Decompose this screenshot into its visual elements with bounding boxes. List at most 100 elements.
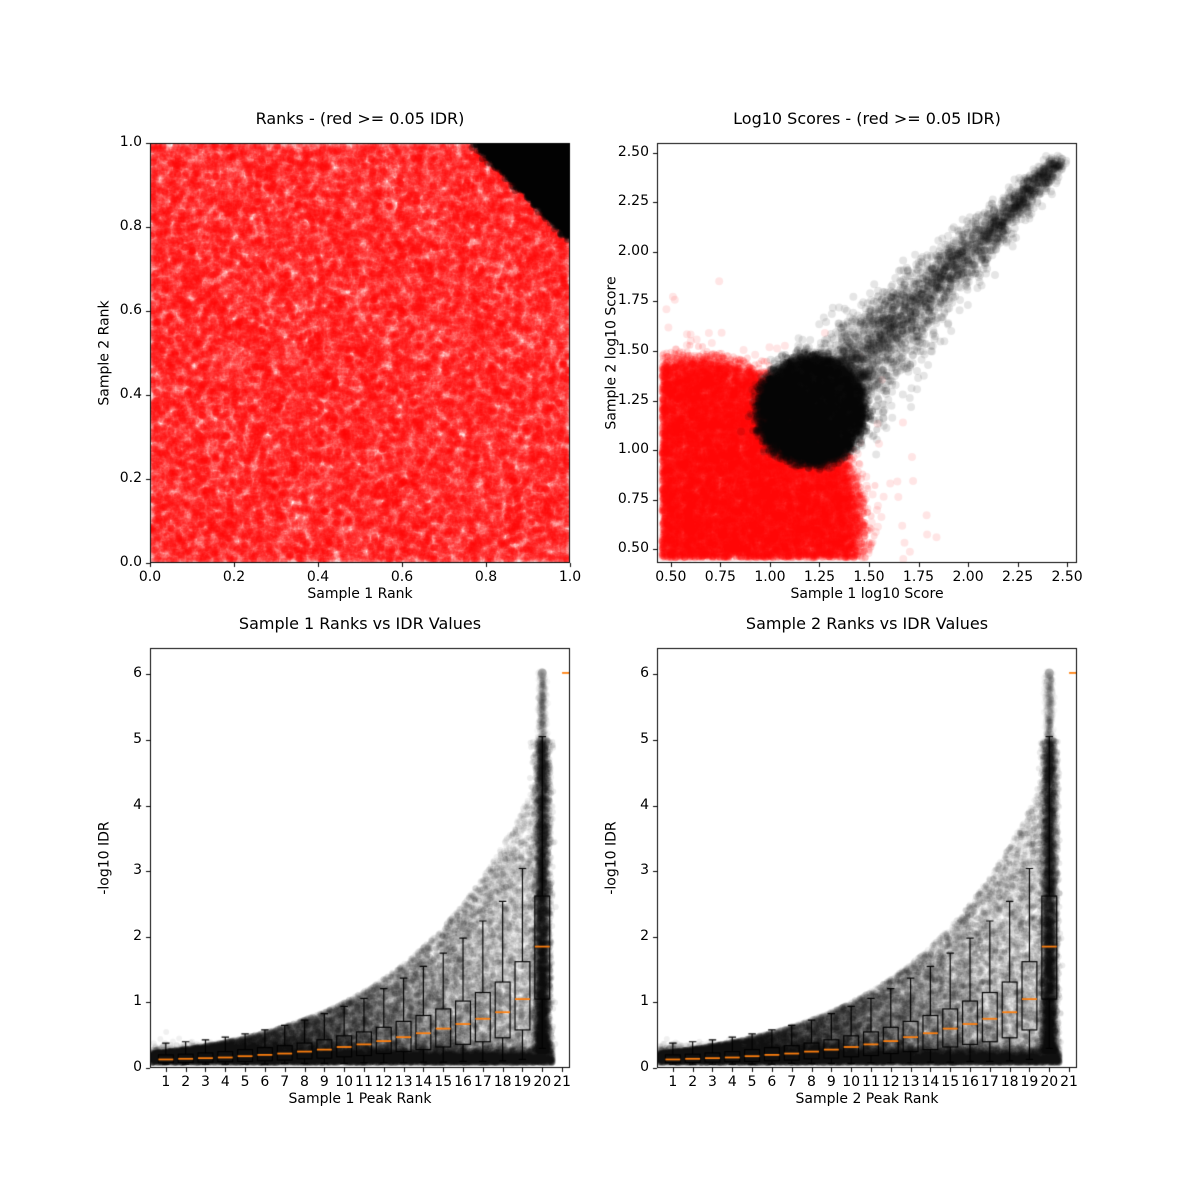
x-tick-label: 13: [394, 1074, 413, 1090]
x-tick-label: 2.25: [1001, 569, 1034, 585]
y-tick-label: 3: [133, 862, 142, 879]
x-tick-label: 12: [881, 1074, 900, 1090]
y-tick-label: 1.25: [617, 391, 649, 408]
x-tick-label: 21: [553, 1074, 571, 1090]
x-tick-label: 16: [961, 1074, 979, 1090]
x-tick-label: 0.4: [306, 569, 330, 585]
x-tick-label: 8: [300, 1074, 309, 1090]
y-tick-label: 0.75: [617, 490, 649, 507]
y-tick-label: 5: [133, 730, 142, 747]
x-tick-label: 0.6: [390, 569, 414, 585]
sample1-ranks-vs-idr-plot-area: [140, 638, 580, 1078]
y-tick-label: 1.75: [617, 292, 649, 309]
x-tick-label: 1: [668, 1074, 678, 1090]
y-tick-label: 1.50: [617, 342, 649, 359]
y-axis-label: -log10 IDR: [603, 821, 620, 895]
x-tick-label: 14: [921, 1074, 940, 1090]
y-tick-label: 2: [133, 927, 142, 944]
x-tick-label: 7: [787, 1074, 797, 1090]
chart-title: Sample 1 Ranks vs IDR Values: [238, 614, 482, 633]
x-axis-label: Sample 1 log10 Score: [790, 586, 944, 602]
x-tick-label: 0.2: [222, 569, 246, 585]
sample2-ranks-vs-idr-plot-area: [647, 638, 1087, 1078]
x-tick-label: 1.0: [558, 569, 582, 585]
x-tick-label: 14: [414, 1074, 433, 1090]
y-tick-label: 2.50: [617, 143, 649, 160]
y-tick-label: 1: [133, 993, 142, 1010]
y-tick-label: 1.0: [119, 134, 142, 150]
x-tick-label: 0.0: [138, 569, 162, 585]
x-tick-label: 21: [1060, 1074, 1078, 1090]
y-tick-label: 2.25: [617, 193, 649, 210]
x-tick-label: 20: [533, 1074, 552, 1090]
y-tick-label: 6: [640, 665, 649, 682]
y-tick-label: 0: [133, 1059, 142, 1075]
x-tick-label: 20: [1040, 1074, 1059, 1090]
x-tick-label: 12: [374, 1074, 393, 1090]
x-tick-label: 2.50: [1051, 569, 1083, 585]
x-tick-label: 17: [980, 1074, 999, 1090]
x-tick-label: 4: [727, 1074, 737, 1090]
x-tick-label: 16: [454, 1074, 472, 1090]
chart-title: Log10 Scores - (red >= 0.05 IDR): [733, 109, 1001, 128]
x-tick-label: 6: [260, 1074, 270, 1090]
log10-scores-plot-area: [647, 133, 1087, 573]
x-tick-label: 4: [220, 1074, 230, 1090]
x-tick-label: 5: [240, 1074, 250, 1090]
x-tick-label: 3: [201, 1074, 210, 1090]
x-tick-label: 11: [862, 1074, 880, 1090]
y-axis-label: -log10 IDR: [96, 821, 113, 895]
y-tick-label: 2: [640, 927, 649, 944]
x-tick-label: 11: [355, 1074, 373, 1090]
y-tick-label: 6: [133, 665, 142, 682]
x-axis-label: Sample 2 Peak Rank: [795, 1091, 939, 1107]
y-tick-label: 2.00: [617, 242, 649, 259]
chart-title: Sample 2 Ranks vs IDR Values: [745, 614, 989, 633]
y-tick-label: 0.8: [119, 218, 142, 234]
x-tick-label: 2: [688, 1074, 698, 1090]
x-tick-label: 9: [319, 1074, 329, 1090]
x-tick-label: 1.50: [853, 569, 885, 585]
y-tick-label: 0: [640, 1059, 649, 1075]
x-tick-label: 15: [941, 1074, 960, 1090]
y-tick-label: 0.4: [119, 386, 142, 402]
x-tick-label: 10: [842, 1074, 861, 1090]
y-tick-label: 4: [640, 796, 649, 813]
y-tick-label: 4: [133, 796, 142, 813]
x-axis-label: Sample 1 Peak Rank: [288, 1091, 432, 1107]
x-tick-label: 5: [747, 1074, 757, 1090]
ranks-plot-area: [140, 133, 580, 573]
x-tick-label: 8: [807, 1074, 816, 1090]
x-tick-label: 0.8: [474, 569, 498, 585]
x-tick-label: 13: [901, 1074, 920, 1090]
x-tick-label: 17: [473, 1074, 492, 1090]
x-tick-label: 2.00: [952, 569, 984, 585]
chart-title: Ranks - (red >= 0.05 IDR): [255, 109, 465, 128]
x-tick-label: 1.75: [902, 569, 935, 585]
y-tick-label: 0.0: [119, 554, 142, 570]
y-tick-label: 1.00: [617, 441, 649, 458]
x-tick-label: 6: [767, 1074, 777, 1090]
x-tick-label: 7: [280, 1074, 290, 1090]
x-tick-label: 10: [335, 1074, 354, 1090]
x-tick-label: 0.75: [704, 569, 736, 585]
x-tick-label: 15: [434, 1074, 453, 1090]
x-tick-label: 1.25: [803, 569, 836, 585]
x-tick-label: 19: [513, 1074, 532, 1090]
x-axis-label: Sample 1 Rank: [307, 586, 413, 602]
y-tick-label: 0.2: [119, 470, 142, 486]
y-tick-label: 1: [640, 993, 649, 1010]
y-tick-label: 0.50: [617, 540, 649, 557]
x-tick-label: 19: [1020, 1074, 1039, 1090]
x-tick-label: 18: [1000, 1074, 1019, 1090]
x-tick-label: 1: [161, 1074, 171, 1090]
x-tick-label: 9: [826, 1074, 836, 1090]
y-tick-label: 5: [640, 730, 649, 747]
x-tick-label: 0.50: [655, 569, 687, 585]
x-tick-label: 18: [493, 1074, 512, 1090]
x-tick-label: 3: [708, 1074, 717, 1090]
x-tick-label: 2: [181, 1074, 191, 1090]
x-tick-label: 1.00: [754, 569, 786, 585]
y-tick-label: 0.6: [119, 302, 142, 318]
